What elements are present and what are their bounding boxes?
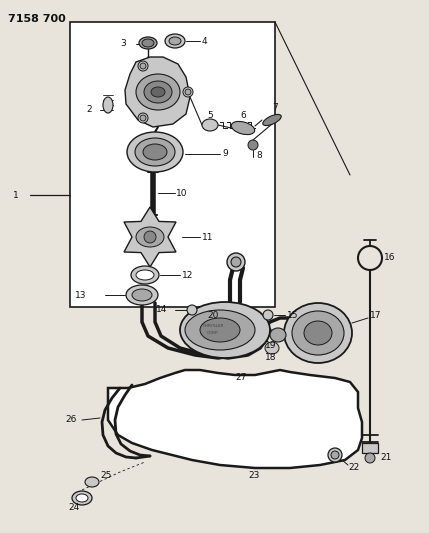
Text: 2: 2 <box>86 106 92 115</box>
Circle shape <box>328 448 342 462</box>
Ellipse shape <box>202 119 218 131</box>
Text: 15: 15 <box>287 311 299 319</box>
Polygon shape <box>124 207 176 267</box>
Text: 14: 14 <box>156 305 167 314</box>
Circle shape <box>187 305 197 315</box>
Circle shape <box>331 451 339 459</box>
Polygon shape <box>125 57 190 127</box>
Bar <box>362 443 378 453</box>
Circle shape <box>263 310 273 320</box>
Circle shape <box>138 113 148 123</box>
Ellipse shape <box>85 477 99 487</box>
Circle shape <box>138 61 148 71</box>
Text: 26: 26 <box>65 416 76 424</box>
Ellipse shape <box>135 138 175 166</box>
Ellipse shape <box>169 37 181 45</box>
Bar <box>70 22 275 307</box>
Text: 20: 20 <box>207 311 218 319</box>
Circle shape <box>140 63 146 69</box>
Text: 13: 13 <box>75 290 87 300</box>
Text: 17: 17 <box>370 311 381 319</box>
Ellipse shape <box>136 270 154 280</box>
Ellipse shape <box>126 285 158 305</box>
Ellipse shape <box>136 227 164 247</box>
Text: 11: 11 <box>202 232 214 241</box>
Circle shape <box>183 87 193 97</box>
Text: 16: 16 <box>384 254 396 262</box>
Text: 12: 12 <box>182 271 193 279</box>
Text: 18: 18 <box>265 353 277 362</box>
Ellipse shape <box>185 310 255 350</box>
Ellipse shape <box>165 34 185 48</box>
Text: 7158 700: 7158 700 <box>8 14 66 24</box>
Ellipse shape <box>284 303 352 363</box>
Text: 25: 25 <box>100 472 112 481</box>
Text: 23: 23 <box>248 472 260 481</box>
Polygon shape <box>108 370 362 468</box>
Ellipse shape <box>304 321 332 345</box>
Ellipse shape <box>263 115 281 126</box>
Circle shape <box>365 453 375 463</box>
Ellipse shape <box>131 266 159 284</box>
Ellipse shape <box>142 39 154 47</box>
Text: 10: 10 <box>176 189 187 198</box>
Text: 9: 9 <box>222 149 228 158</box>
Text: 3: 3 <box>120 39 126 49</box>
Text: 19: 19 <box>265 341 277 350</box>
Ellipse shape <box>144 81 172 103</box>
Text: 24: 24 <box>68 503 79 512</box>
Ellipse shape <box>180 302 270 358</box>
Text: 4: 4 <box>202 36 208 45</box>
Text: 27: 27 <box>235 374 246 383</box>
Ellipse shape <box>270 328 286 342</box>
Text: 7: 7 <box>272 103 278 112</box>
Ellipse shape <box>139 37 157 49</box>
Circle shape <box>140 115 146 121</box>
Text: 1: 1 <box>13 190 19 199</box>
Circle shape <box>231 257 241 267</box>
Circle shape <box>144 231 156 243</box>
Text: CORP.: CORP. <box>207 331 219 335</box>
Ellipse shape <box>231 122 255 134</box>
Ellipse shape <box>103 97 113 113</box>
Text: 6: 6 <box>240 111 246 120</box>
Text: 21: 21 <box>380 454 391 463</box>
Ellipse shape <box>132 289 152 301</box>
Circle shape <box>227 253 245 271</box>
Ellipse shape <box>143 144 167 160</box>
Ellipse shape <box>72 491 92 505</box>
Ellipse shape <box>292 311 344 355</box>
Text: 22: 22 <box>348 464 359 472</box>
Ellipse shape <box>200 318 240 342</box>
Ellipse shape <box>76 494 88 502</box>
Ellipse shape <box>127 132 183 172</box>
Ellipse shape <box>151 87 165 97</box>
Ellipse shape <box>265 342 279 354</box>
Text: CHRYSLER: CHRYSLER <box>202 324 224 328</box>
Circle shape <box>248 140 258 150</box>
Ellipse shape <box>136 74 180 110</box>
Text: 5: 5 <box>207 110 213 119</box>
Text: 8: 8 <box>256 150 262 159</box>
Circle shape <box>185 89 191 95</box>
